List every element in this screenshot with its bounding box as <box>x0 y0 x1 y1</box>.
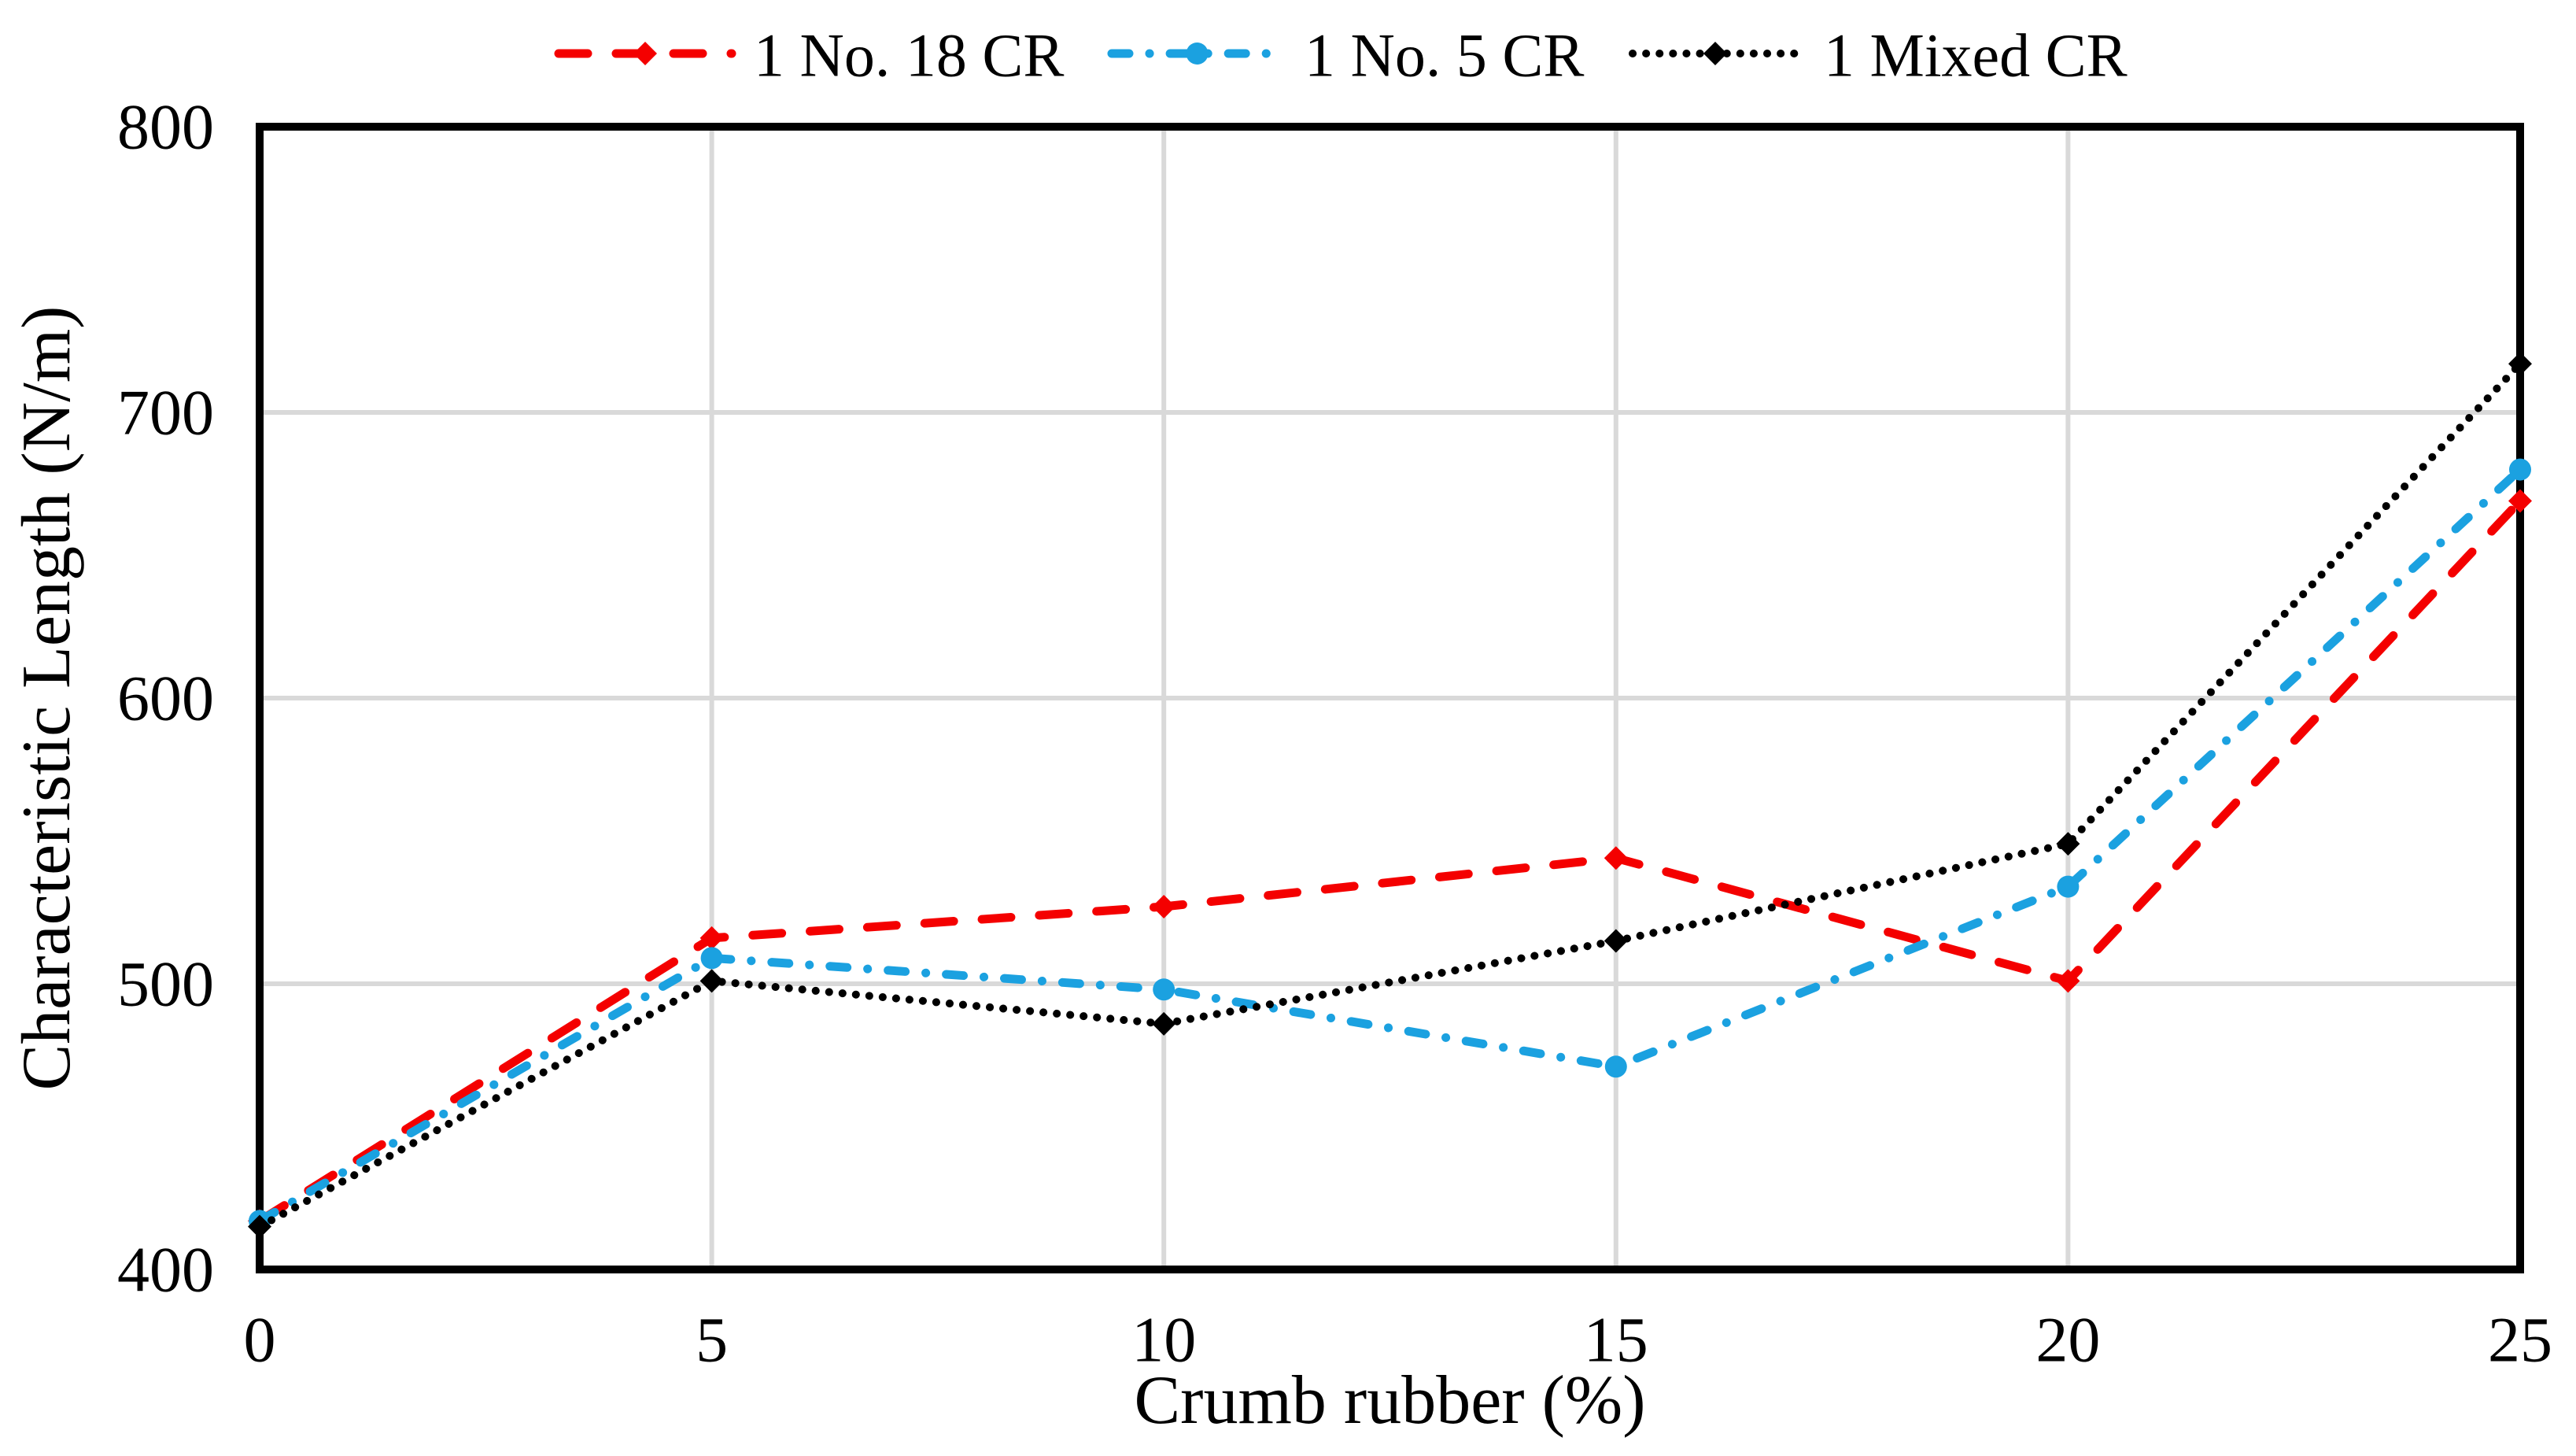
y-axis-tick-labels: 400 500 600 700 800 <box>117 91 214 1306</box>
series-line <box>255 465 2525 1225</box>
x-tick-label: 5 <box>696 1304 728 1376</box>
x-axis-tick-labels: 0 5 10 15 20 25 <box>244 1304 2553 1376</box>
data-point-marker <box>2509 458 2531 481</box>
series-lines <box>248 352 2532 1239</box>
legend-item-3: 1 Mixed CR <box>1629 21 2128 90</box>
data-point-marker <box>1703 42 1727 65</box>
data-point-marker <box>2508 352 2532 376</box>
y-tick-label: 400 <box>117 1234 214 1306</box>
legend: 1 No. 18 CR 1 No. 5 CR 1 Mixed CR <box>554 21 2128 90</box>
series-3 <box>248 352 2532 1239</box>
data-point-marker <box>1186 42 1209 65</box>
data-point-marker <box>1153 978 1175 1001</box>
plot-border <box>256 123 2524 1273</box>
series-line <box>255 497 2525 1225</box>
x-axis-title: Crumb rubber (%) <box>1134 1362 1645 1439</box>
legend-label: 1 No. 18 CR <box>754 21 1064 90</box>
x-tick-label: 25 <box>2488 1304 2552 1376</box>
series-1 <box>248 489 2532 1233</box>
y-axis-title: Characteristic Length (N/m) <box>9 306 85 1091</box>
y-tick-label: 800 <box>117 91 214 163</box>
data-point-marker <box>633 42 657 65</box>
series-2 <box>249 458 2531 1232</box>
data-point-marker <box>2057 875 2080 898</box>
data-point-marker <box>2056 969 2080 993</box>
data-point-marker <box>1152 894 1176 918</box>
data-point-marker <box>2056 832 2080 856</box>
data-point-marker <box>1604 929 1628 953</box>
data-point-marker <box>1152 1011 1176 1036</box>
legend-label: 1 No. 5 CR <box>1305 21 1584 90</box>
data-point-marker <box>699 969 724 993</box>
data-point-marker <box>1604 1055 1627 1078</box>
y-tick-label: 600 <box>117 663 214 734</box>
series-line <box>256 360 2524 1231</box>
x-tick-label: 20 <box>2035 1304 2100 1376</box>
x-tick-label: 10 <box>1131 1304 1196 1376</box>
legend-label: 1 Mixed CR <box>1824 21 2128 90</box>
data-point-marker <box>248 1214 271 1239</box>
gridlines <box>257 127 2522 1269</box>
data-point-marker <box>1604 846 1628 870</box>
x-tick-label: 15 <box>1584 1304 1648 1376</box>
data-point-marker <box>700 947 723 970</box>
y-tick-label: 700 <box>117 377 214 449</box>
legend-item-2: 1 No. 5 CR <box>1107 21 1584 90</box>
data-point-marker <box>2508 489 2532 513</box>
y-tick-label: 500 <box>117 948 214 1020</box>
legend-item-1: 1 No. 18 CR <box>554 21 1064 90</box>
data-point-marker <box>699 926 724 950</box>
x-tick-label: 0 <box>244 1304 276 1376</box>
